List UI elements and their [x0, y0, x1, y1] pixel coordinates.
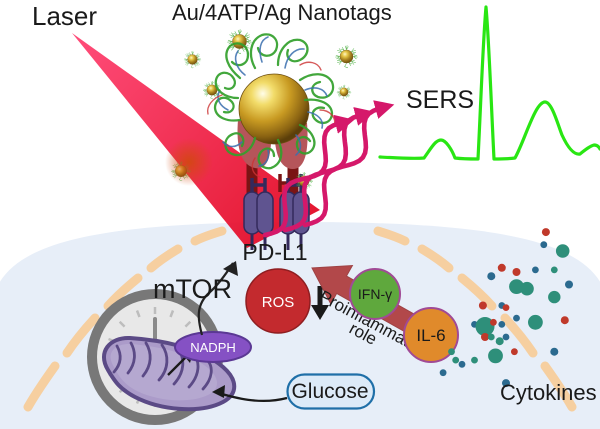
- svg-text:Au/4ATP/Ag Nanotags: Au/4ATP/Ag Nanotags: [172, 0, 392, 25]
- svg-text:Laser: Laser: [32, 1, 97, 31]
- svg-text:IFN-γ: IFN-γ: [358, 286, 392, 302]
- svg-text:IL-6: IL-6: [416, 326, 445, 345]
- svg-text:PD-L1: PD-L1: [242, 239, 307, 265]
- svg-text:Glucose: Glucose: [291, 380, 368, 403]
- svg-text:Cytokines: Cytokines: [500, 380, 597, 405]
- svg-text:NADPH: NADPH: [190, 340, 236, 355]
- svg-text:SERS: SERS: [406, 86, 474, 114]
- svg-text:ROS: ROS: [262, 294, 295, 311]
- svg-text:mTOR: mTOR: [153, 274, 232, 304]
